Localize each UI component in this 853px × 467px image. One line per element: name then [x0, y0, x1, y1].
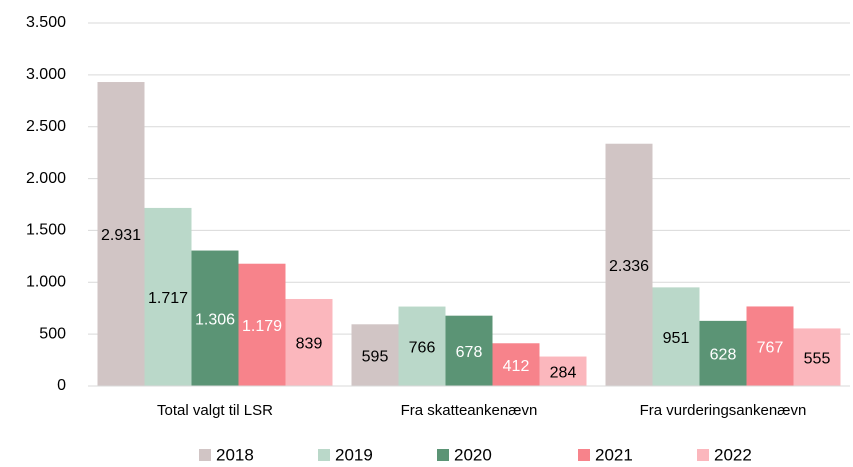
data-label: 2.931: [101, 227, 141, 244]
x-tick-label: Total valgt til LSR: [157, 402, 273, 419]
data-label: 1.717: [148, 290, 188, 307]
legend-label: 2020: [454, 445, 492, 464]
data-label: 766: [409, 339, 436, 356]
y-tick-label: 500: [39, 325, 66, 342]
bar: [445, 315, 493, 386]
data-label: 1.179: [242, 318, 282, 335]
y-tick-label: 2.000: [26, 170, 66, 187]
x-tick-label: Fra vurderingsankenævn: [640, 402, 807, 419]
legend-swatch: [578, 449, 590, 461]
y-tick-label: 2.500: [26, 118, 66, 135]
y-tick-label: 3.000: [26, 66, 66, 83]
data-label: 678: [456, 344, 483, 361]
bar: [144, 207, 192, 386]
bar: [699, 320, 747, 386]
bar: [351, 324, 399, 386]
data-label: 951: [663, 330, 690, 347]
data-label: 284: [550, 364, 577, 381]
bar: [539, 356, 587, 386]
data-label: 1.306: [195, 311, 235, 328]
bar: [238, 263, 286, 386]
y-tick-label: 1.000: [26, 274, 66, 291]
data-label: 595: [362, 348, 389, 365]
data-label: 555: [804, 350, 831, 367]
bar: [605, 143, 653, 386]
legend-label: 2018: [216, 445, 254, 464]
data-label: 412: [503, 358, 530, 375]
bar: [746, 306, 794, 386]
legend-swatch: [697, 449, 709, 461]
legend-label: 2021: [595, 445, 633, 464]
y-tick-label: 1.500: [26, 222, 66, 239]
legend-swatch: [199, 449, 211, 461]
data-label: 767: [757, 339, 784, 356]
x-tick-label: Fra skatteankenævn: [401, 402, 538, 419]
bar: [652, 287, 700, 386]
bar: [97, 82, 145, 386]
bar: [398, 306, 446, 386]
data-label: 628: [710, 347, 737, 364]
legend-swatch: [437, 449, 449, 461]
data-label: 839: [296, 336, 323, 353]
y-tick-label: 3.500: [26, 14, 66, 31]
legend-swatch: [318, 449, 330, 461]
y-tick-label: 0: [57, 377, 66, 394]
bar: [285, 298, 333, 386]
bar: [191, 250, 239, 386]
bar: [793, 328, 841, 386]
bar: [492, 343, 540, 386]
legend-label: 2022: [714, 445, 752, 464]
legend-label: 2019: [335, 445, 373, 464]
data-label: 2.336: [609, 258, 649, 275]
